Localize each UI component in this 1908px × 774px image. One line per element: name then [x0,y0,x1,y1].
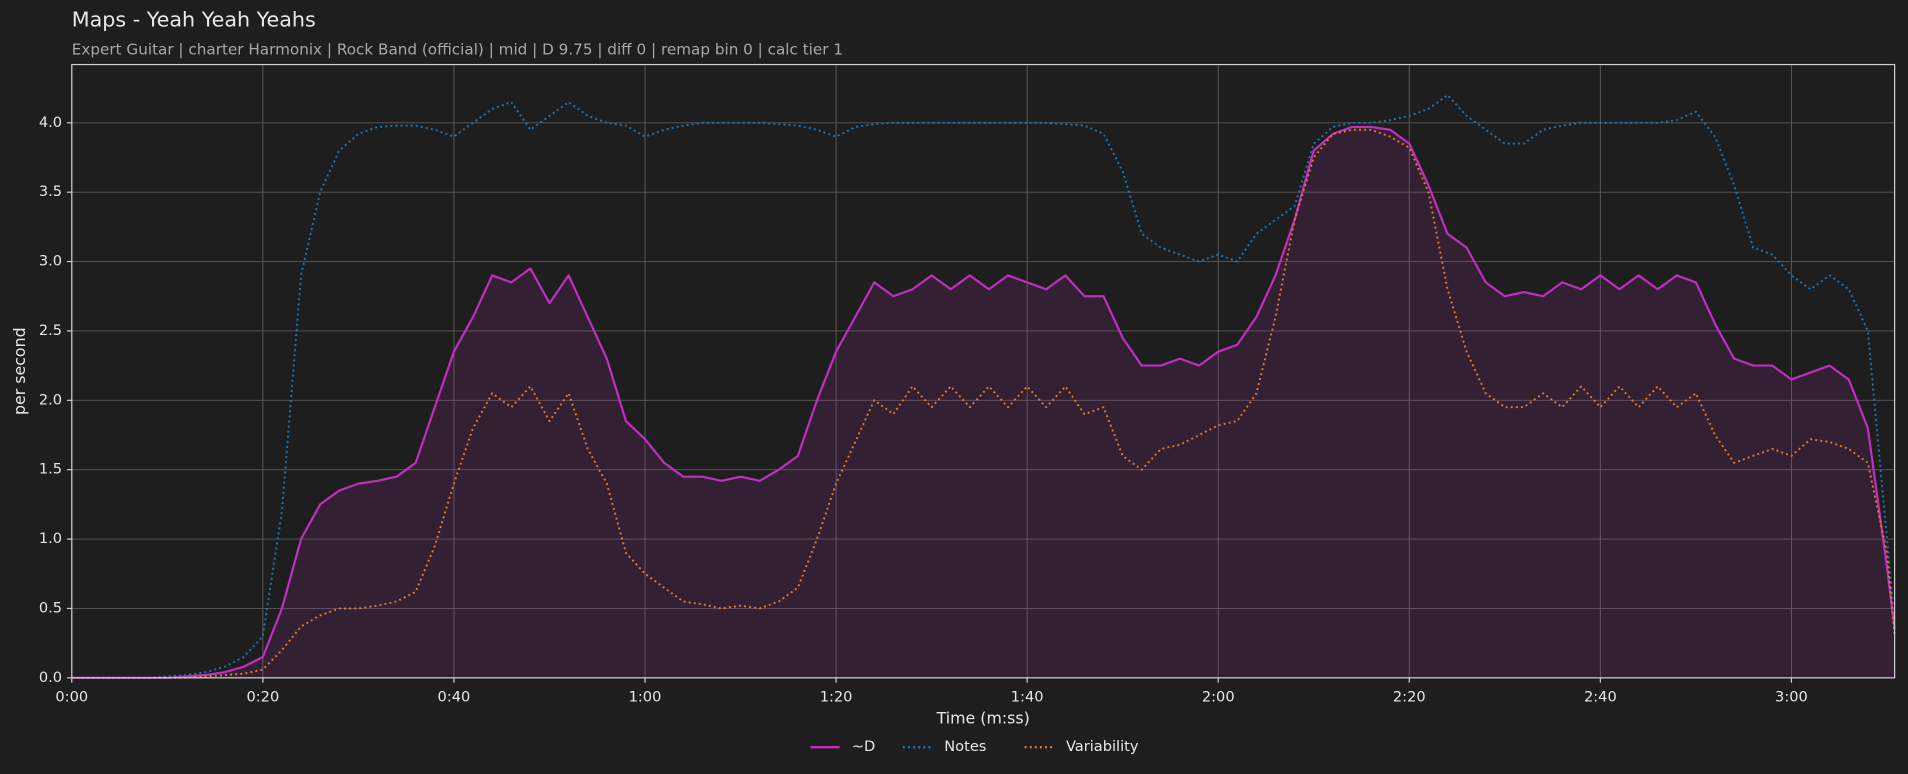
line [71,125,1896,679]
x-tick-label: 3:00 [1775,688,1808,705]
x-axis-label: Time (m:ss) [936,709,1030,728]
plot-frame [71,63,1896,679]
y-axis-label: per second [10,327,29,415]
x-tick-label: 2:40 [1584,688,1617,705]
x-tick-label: 1:20 [820,688,853,705]
legend-label: Notes [944,738,986,755]
x-tick-label: 1:00 [629,688,662,705]
chart-subtitle: Expert Guitar | charter Harmonix | Rock … [72,40,843,58]
grid [71,64,1895,679]
x-tick-label: 0:40 [438,688,471,705]
y-tick-label: 4.0 [39,114,62,131]
y-tick-label: 0.5 [39,599,62,616]
area [71,126,1895,678]
x-tick-label: 1:40 [1011,688,1044,705]
chart-title: Maps - Yeah Yeah Yeahs [72,8,316,32]
y-tick-label: 2.0 [39,391,62,408]
legend-label: ~D [852,738,875,755]
y-tick-label: 1.5 [39,461,62,478]
x-tick-label: 2:00 [1202,688,1235,705]
y-tick-label: 3.5 [39,183,62,200]
y-tick-label: 0.0 [39,669,62,686]
line [71,94,1896,679]
y-tick-label: 3.0 [39,253,62,270]
y-tick-label: 2.5 [39,322,62,339]
y-tick-label: 1.0 [39,530,62,547]
x-tick-label: 0:00 [55,688,88,705]
x-tick-label: 2:20 [1393,688,1426,705]
legend-label: Variability [1066,738,1139,755]
x-tick-label: 0:20 [246,688,279,705]
